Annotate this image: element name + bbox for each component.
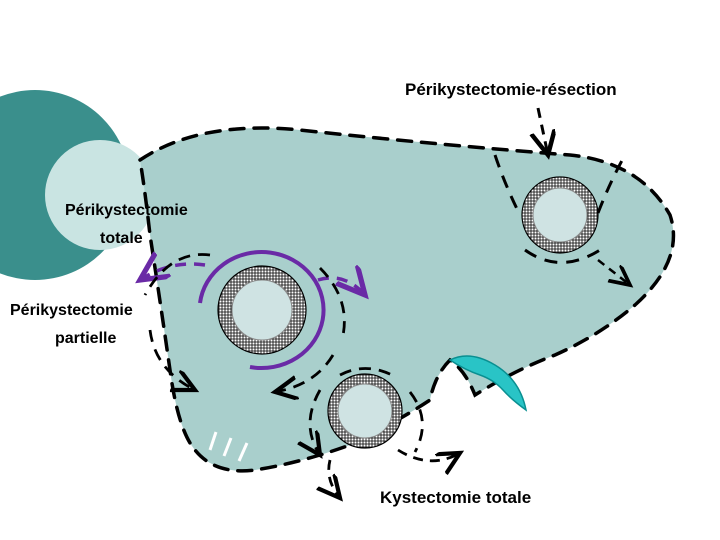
label-totale-1: Périkystectomie: [65, 202, 188, 220]
label-totale-2: totale: [100, 230, 143, 248]
label-partielle-1: Périkystectomie: [10, 302, 133, 320]
label-partielle-2: partielle: [55, 330, 116, 348]
label-resection: Périkystectomie-résection: [405, 80, 617, 100]
label-kystectomie: Kystectomie totale: [380, 488, 531, 508]
